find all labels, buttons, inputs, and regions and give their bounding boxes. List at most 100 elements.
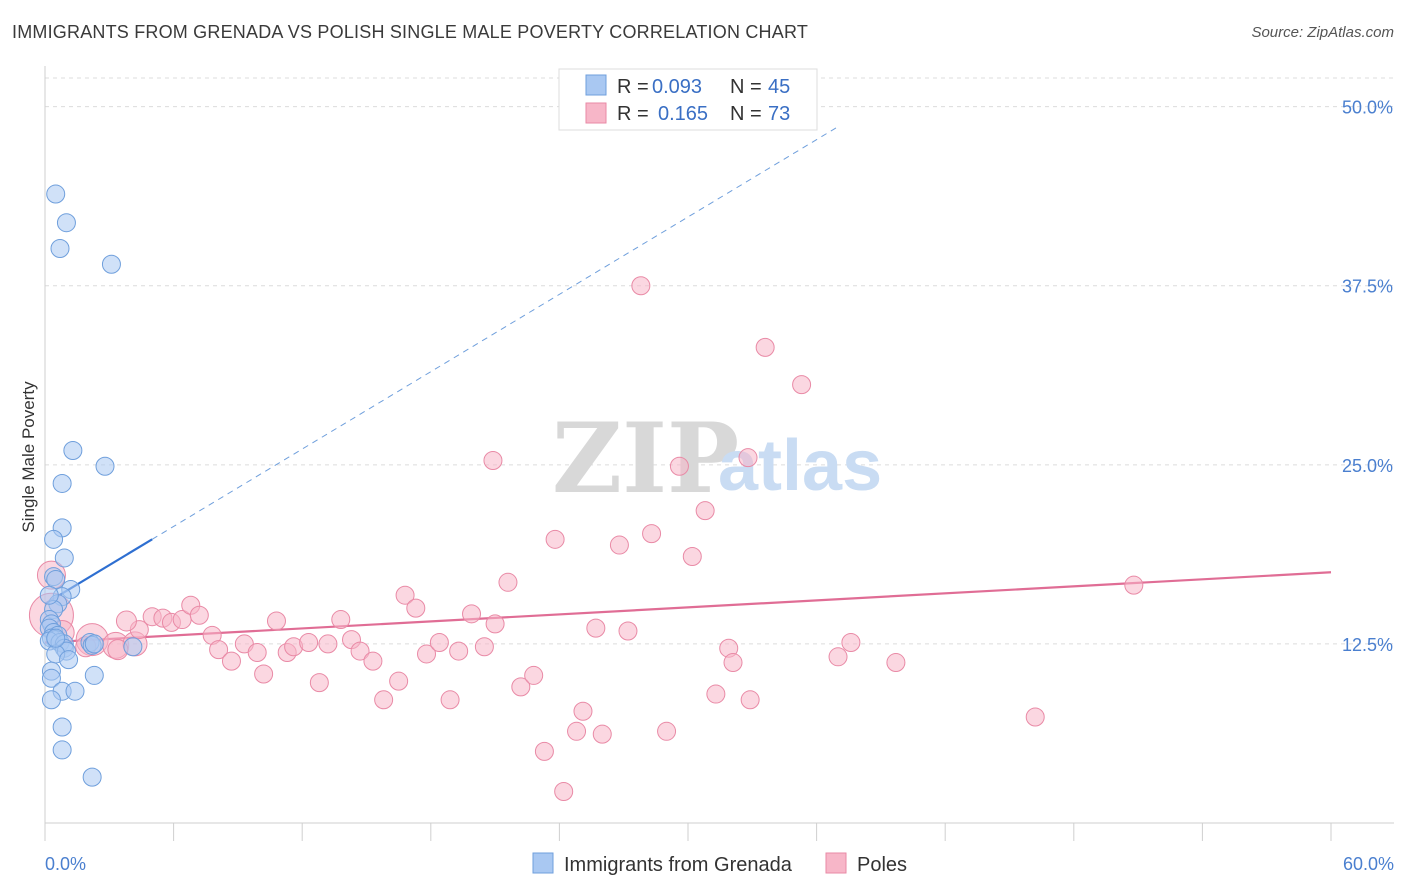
x-tick-label: 60.0% xyxy=(1343,854,1394,874)
point-poles xyxy=(828,647,848,667)
bottom-legend-swatch-poles xyxy=(825,852,847,874)
point-poles xyxy=(1124,575,1144,595)
point-poles xyxy=(586,618,606,638)
point-poles xyxy=(524,665,544,685)
data-points xyxy=(28,184,1144,801)
legend-n-value: 73 xyxy=(768,103,790,125)
legend-box: R = 0.093 N = 45 R = 0.165 N = 73 xyxy=(558,68,818,131)
point-grenada xyxy=(123,637,143,657)
grid-lines xyxy=(45,77,1394,645)
point-grenada xyxy=(65,681,85,701)
point-poles xyxy=(609,535,629,555)
point-grenada xyxy=(84,665,104,685)
point-grenada xyxy=(52,717,72,737)
point-poles xyxy=(740,690,760,710)
point-poles xyxy=(498,572,518,592)
point-poles xyxy=(755,337,775,357)
point-poles xyxy=(449,641,469,661)
point-poles xyxy=(554,781,574,801)
legend-r-value: 0.165 xyxy=(658,103,708,125)
point-poles xyxy=(792,375,812,395)
point-poles xyxy=(669,456,689,476)
bottom-legend-label-poles: Poles xyxy=(857,854,907,876)
point-poles xyxy=(331,610,351,630)
point-grenada xyxy=(41,668,61,688)
y-tick-label: 25.0% xyxy=(1342,456,1393,476)
point-poles xyxy=(350,641,370,661)
legend-n-value: 45 xyxy=(768,76,790,98)
point-poles xyxy=(631,276,651,296)
point-poles xyxy=(573,701,593,721)
x-tick-label: 0.0% xyxy=(45,854,86,874)
point-grenada xyxy=(52,740,72,760)
legend-n-label: N = xyxy=(730,76,762,98)
point-poles xyxy=(309,673,329,693)
point-poles xyxy=(483,451,503,471)
point-grenada xyxy=(52,473,72,493)
trend-line-grenada-extension xyxy=(151,126,839,540)
point-grenada xyxy=(56,213,76,233)
point-grenada xyxy=(50,238,70,258)
point-poles xyxy=(682,547,702,567)
y-tick-label: 12.5% xyxy=(1342,635,1393,655)
point-grenada xyxy=(101,254,121,274)
point-poles xyxy=(221,651,241,671)
point-grenada xyxy=(63,441,83,460)
point-poles xyxy=(395,585,415,605)
point-poles xyxy=(299,632,319,652)
point-grenada xyxy=(39,585,59,605)
watermark: ZIP atlas xyxy=(552,402,882,515)
point-poles xyxy=(374,690,394,710)
point-poles xyxy=(534,741,554,761)
point-poles xyxy=(440,690,460,710)
point-poles xyxy=(485,614,505,634)
point-poles xyxy=(657,721,677,741)
source-label: Source: ZipAtlas.com xyxy=(1251,24,1394,41)
legend-n-label: N = xyxy=(730,103,762,125)
x-tick-labels: 0.0% 60.0% xyxy=(45,854,1394,874)
point-poles xyxy=(209,640,229,660)
point-poles xyxy=(592,724,612,744)
point-poles xyxy=(318,634,338,654)
point-poles xyxy=(189,605,209,625)
y-axis-label: Single Male Poverty xyxy=(19,381,38,533)
y-tick-label: 50.0% xyxy=(1342,98,1393,118)
watermark-zip: ZIP xyxy=(552,402,739,515)
point-poles xyxy=(247,643,267,663)
bottom-legend: Immigrants from Grenada Poles xyxy=(532,852,907,876)
point-grenada xyxy=(54,548,74,568)
legend-r-label: R = xyxy=(617,76,649,98)
point-grenada xyxy=(84,634,104,654)
point-poles xyxy=(474,637,494,657)
point-poles xyxy=(266,611,286,631)
point-poles xyxy=(642,524,662,544)
chart-title: IMMIGRANTS FROM GRENADA VS POLISH SINGLE… xyxy=(12,22,809,42)
point-poles xyxy=(738,448,758,468)
point-grenada xyxy=(95,456,115,476)
bottom-legend-swatch-grenada xyxy=(532,852,554,874)
trend-line-poles xyxy=(44,571,1332,644)
legend-swatch-grenada xyxy=(585,74,607,96)
point-poles xyxy=(429,632,449,652)
legend-r-value: 0.093 xyxy=(652,76,702,98)
point-poles xyxy=(886,653,906,673)
point-poles xyxy=(723,653,743,673)
axes xyxy=(44,66,1394,841)
point-grenada xyxy=(46,184,66,204)
point-poles xyxy=(115,610,137,632)
point-poles xyxy=(389,671,409,691)
point-poles xyxy=(1025,707,1045,727)
point-poles xyxy=(417,644,437,664)
point-poles xyxy=(706,684,726,704)
point-poles xyxy=(695,501,715,521)
bottom-legend-label-grenada: Immigrants from Grenada xyxy=(564,854,793,876)
y-tick-label: 37.5% xyxy=(1342,277,1393,297)
point-grenada xyxy=(41,690,61,710)
point-grenada xyxy=(46,628,66,648)
point-poles xyxy=(406,598,426,618)
watermark-atlas: atlas xyxy=(718,426,882,506)
point-poles xyxy=(254,664,274,684)
y-tick-labels: 12.5% 25.0% 37.5% 50.0% xyxy=(1342,98,1393,655)
point-poles xyxy=(841,632,861,652)
